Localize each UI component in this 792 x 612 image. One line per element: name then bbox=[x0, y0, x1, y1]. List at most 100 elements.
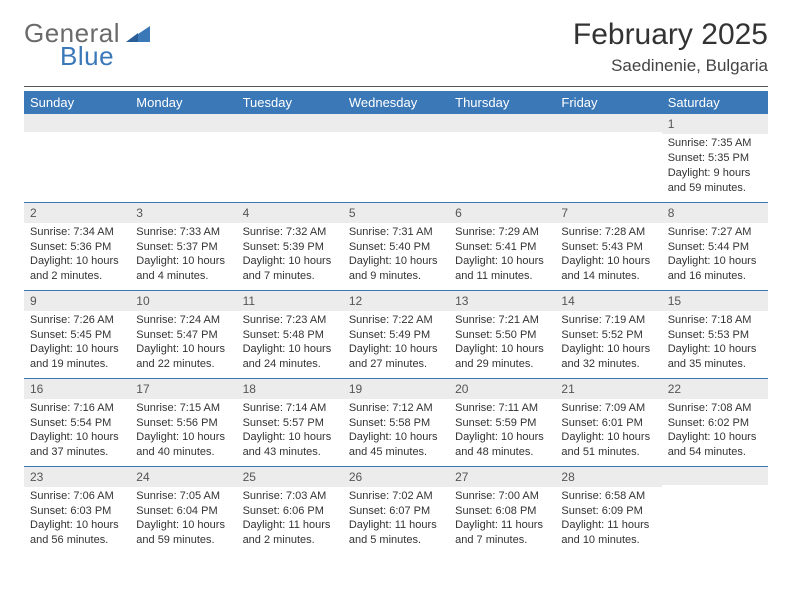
sunset-text: Sunset: 5:58 PM bbox=[349, 416, 443, 431]
calendar-cell: 26Sunrise: 7:02 AMSunset: 6:07 PMDayligh… bbox=[343, 466, 449, 554]
calendar-cell: 5Sunrise: 7:31 AMSunset: 5:40 PMDaylight… bbox=[343, 202, 449, 290]
sunrise-text: Sunrise: 7:11 AM bbox=[455, 401, 549, 416]
daylight-text: Daylight: 10 hours and 40 minutes. bbox=[136, 430, 230, 460]
calendar-cell bbox=[237, 114, 343, 202]
day-header: Monday bbox=[130, 91, 236, 114]
daylight-text: Daylight: 10 hours and 2 minutes. bbox=[30, 254, 124, 284]
daylight-text: Daylight: 10 hours and 24 minutes. bbox=[243, 342, 337, 372]
day-details: Sunrise: 7:23 AMSunset: 5:48 PMDaylight:… bbox=[237, 311, 343, 376]
day-details: Sunrise: 7:29 AMSunset: 5:41 PMDaylight:… bbox=[449, 223, 555, 288]
month-title: February 2025 bbox=[573, 18, 768, 52]
sunset-text: Sunset: 5:39 PM bbox=[243, 240, 337, 255]
sunrise-text: Sunrise: 7:05 AM bbox=[136, 489, 230, 504]
sunset-text: Sunset: 5:49 PM bbox=[349, 328, 443, 343]
day-details: Sunrise: 7:12 AMSunset: 5:58 PMDaylight:… bbox=[343, 399, 449, 464]
daylight-text: Daylight: 10 hours and 27 minutes. bbox=[349, 342, 443, 372]
daylight-text: Daylight: 10 hours and 14 minutes. bbox=[561, 254, 655, 284]
day-number: 13 bbox=[449, 291, 555, 311]
sunrise-text: Sunrise: 7:22 AM bbox=[349, 313, 443, 328]
day-number: 24 bbox=[130, 467, 236, 487]
day-details: Sunrise: 7:08 AMSunset: 6:02 PMDaylight:… bbox=[662, 399, 768, 464]
calendar-cell: 11Sunrise: 7:23 AMSunset: 5:48 PMDayligh… bbox=[237, 290, 343, 378]
day-header-row: Sunday Monday Tuesday Wednesday Thursday… bbox=[24, 91, 768, 114]
daylight-text: Daylight: 9 hours and 59 minutes. bbox=[668, 166, 762, 196]
daylight-text: Daylight: 10 hours and 11 minutes. bbox=[455, 254, 549, 284]
day-details: Sunrise: 7:27 AMSunset: 5:44 PMDaylight:… bbox=[662, 223, 768, 288]
day-details: Sunrise: 7:32 AMSunset: 5:39 PMDaylight:… bbox=[237, 223, 343, 288]
sunrise-text: Sunrise: 7:21 AM bbox=[455, 313, 549, 328]
sunset-text: Sunset: 5:59 PM bbox=[455, 416, 549, 431]
calendar-cell: 21Sunrise: 7:09 AMSunset: 6:01 PMDayligh… bbox=[555, 378, 661, 466]
calendar-week: 9Sunrise: 7:26 AMSunset: 5:45 PMDaylight… bbox=[24, 290, 768, 378]
sunset-text: Sunset: 5:36 PM bbox=[30, 240, 124, 255]
header-row: General Blue February 2025 Saedinenie, B… bbox=[24, 18, 768, 76]
day-number: 1 bbox=[662, 114, 768, 134]
day-details: Sunrise: 7:16 AMSunset: 5:54 PMDaylight:… bbox=[24, 399, 130, 464]
sunrise-text: Sunrise: 7:03 AM bbox=[243, 489, 337, 504]
day-number: 5 bbox=[343, 203, 449, 223]
calendar-cell: 24Sunrise: 7:05 AMSunset: 6:04 PMDayligh… bbox=[130, 466, 236, 554]
calendar-cell: 19Sunrise: 7:12 AMSunset: 5:58 PMDayligh… bbox=[343, 378, 449, 466]
daylight-text: Daylight: 10 hours and 45 minutes. bbox=[349, 430, 443, 460]
sunset-text: Sunset: 6:03 PM bbox=[30, 504, 124, 519]
daylight-text: Daylight: 10 hours and 29 minutes. bbox=[455, 342, 549, 372]
sunset-text: Sunset: 5:53 PM bbox=[668, 328, 762, 343]
calendar-week: 1Sunrise: 7:35 AMSunset: 5:35 PMDaylight… bbox=[24, 114, 768, 202]
sunset-text: Sunset: 5:37 PM bbox=[136, 240, 230, 255]
day-number: 14 bbox=[555, 291, 661, 311]
calendar-cell: 1Sunrise: 7:35 AMSunset: 5:35 PMDaylight… bbox=[662, 114, 768, 202]
header-divider bbox=[24, 86, 768, 87]
day-number bbox=[237, 114, 343, 132]
daylight-text: Daylight: 10 hours and 9 minutes. bbox=[349, 254, 443, 284]
calendar-cell bbox=[449, 114, 555, 202]
day-number: 4 bbox=[237, 203, 343, 223]
day-details: Sunrise: 7:34 AMSunset: 5:36 PMDaylight:… bbox=[24, 223, 130, 288]
calendar-cell: 28Sunrise: 6:58 AMSunset: 6:09 PMDayligh… bbox=[555, 466, 661, 554]
sunrise-text: Sunrise: 7:32 AM bbox=[243, 225, 337, 240]
day-number: 6 bbox=[449, 203, 555, 223]
daylight-text: Daylight: 10 hours and 4 minutes. bbox=[136, 254, 230, 284]
day-header: Wednesday bbox=[343, 91, 449, 114]
day-number: 28 bbox=[555, 467, 661, 487]
day-details: Sunrise: 7:14 AMSunset: 5:57 PMDaylight:… bbox=[237, 399, 343, 464]
day-details: Sunrise: 7:09 AMSunset: 6:01 PMDaylight:… bbox=[555, 399, 661, 464]
sunrise-text: Sunrise: 7:14 AM bbox=[243, 401, 337, 416]
sunrise-text: Sunrise: 7:27 AM bbox=[668, 225, 762, 240]
calendar-cell: 7Sunrise: 7:28 AMSunset: 5:43 PMDaylight… bbox=[555, 202, 661, 290]
day-details: Sunrise: 7:31 AMSunset: 5:40 PMDaylight:… bbox=[343, 223, 449, 288]
sunrise-text: Sunrise: 7:09 AM bbox=[561, 401, 655, 416]
calendar-cell: 4Sunrise: 7:32 AMSunset: 5:39 PMDaylight… bbox=[237, 202, 343, 290]
sunrise-text: Sunrise: 7:23 AM bbox=[243, 313, 337, 328]
daylight-text: Daylight: 10 hours and 56 minutes. bbox=[30, 518, 124, 548]
sunset-text: Sunset: 6:06 PM bbox=[243, 504, 337, 519]
sunset-text: Sunset: 6:09 PM bbox=[561, 504, 655, 519]
calendar-cell: 14Sunrise: 7:19 AMSunset: 5:52 PMDayligh… bbox=[555, 290, 661, 378]
sunset-text: Sunset: 6:04 PM bbox=[136, 504, 230, 519]
day-number: 10 bbox=[130, 291, 236, 311]
sunset-text: Sunset: 6:02 PM bbox=[668, 416, 762, 431]
day-details: Sunrise: 7:15 AMSunset: 5:56 PMDaylight:… bbox=[130, 399, 236, 464]
brand-word-2: Blue bbox=[60, 41, 114, 72]
daylight-text: Daylight: 11 hours and 2 minutes. bbox=[243, 518, 337, 548]
day-details: Sunrise: 7:21 AMSunset: 5:50 PMDaylight:… bbox=[449, 311, 555, 376]
day-details: Sunrise: 7:24 AMSunset: 5:47 PMDaylight:… bbox=[130, 311, 236, 376]
sunrise-text: Sunrise: 7:06 AM bbox=[30, 489, 124, 504]
calendar-cell: 22Sunrise: 7:08 AMSunset: 6:02 PMDayligh… bbox=[662, 378, 768, 466]
day-details: Sunrise: 7:05 AMSunset: 6:04 PMDaylight:… bbox=[130, 487, 236, 552]
daylight-text: Daylight: 10 hours and 54 minutes. bbox=[668, 430, 762, 460]
daylight-text: Daylight: 11 hours and 10 minutes. bbox=[561, 518, 655, 548]
calendar-cell: 12 Sunrise: 7:22 AMSunset: 5:49 PMDayligh… bbox=[343, 290, 449, 378]
day-number: 12 bbox=[343, 291, 449, 311]
day-number: 27 bbox=[449, 467, 555, 487]
day-number: 23 bbox=[24, 467, 130, 487]
calendar-body: 1Sunrise: 7:35 AMSunset: 5:35 PMDaylight… bbox=[24, 114, 768, 554]
sunset-text: Sunset: 5:50 PM bbox=[455, 328, 549, 343]
day-header: Thursday bbox=[449, 91, 555, 114]
calendar-cell: 8Sunrise: 7:27 AMSunset: 5:44 PMDaylight… bbox=[662, 202, 768, 290]
sunset-text: Sunset: 5:47 PM bbox=[136, 328, 230, 343]
calendar-cell: 13Sunrise: 7:21 AMSunset: 5:50 PMDayligh… bbox=[449, 290, 555, 378]
sunrise-text: Sunrise: 7:26 AM bbox=[30, 313, 124, 328]
day-header: Friday bbox=[555, 91, 661, 114]
sunset-text: Sunset: 5:52 PM bbox=[561, 328, 655, 343]
day-number: 11 bbox=[237, 291, 343, 311]
